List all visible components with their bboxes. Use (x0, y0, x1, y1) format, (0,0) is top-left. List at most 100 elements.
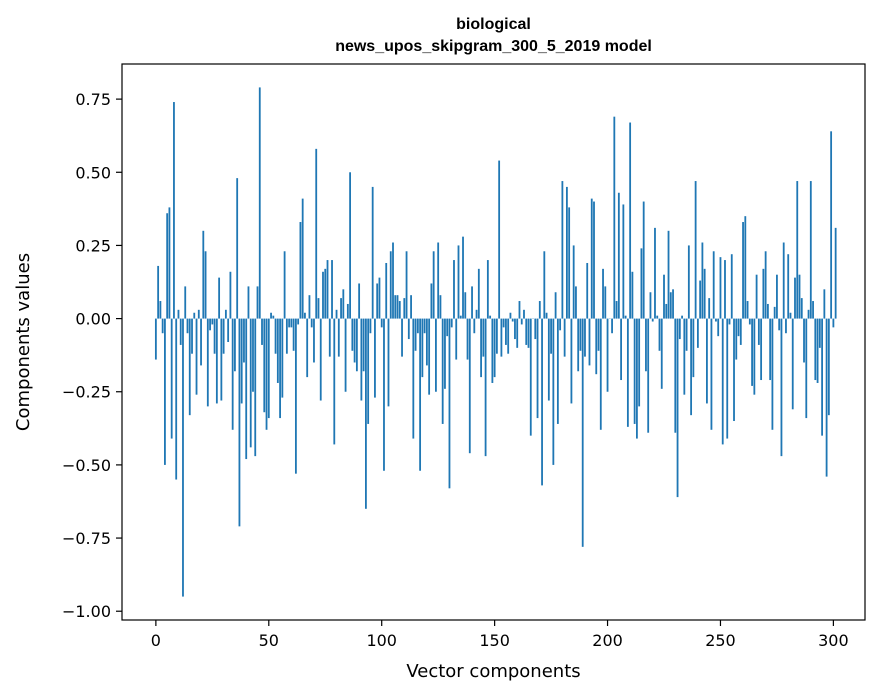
bar-280 (787, 254, 790, 319)
bar-1 (157, 265, 160, 319)
bar-43 (252, 318, 254, 392)
bar-196 (597, 318, 600, 351)
bar-139 (468, 318, 471, 454)
bar-290 (809, 181, 812, 319)
bar-212 (633, 318, 636, 424)
bar-138 (466, 318, 469, 360)
bar-182 (565, 186, 568, 319)
bar-300 (832, 318, 835, 328)
bar-8 (173, 102, 175, 319)
bar-50 (267, 318, 270, 419)
x-tick-label: 300 (818, 631, 849, 650)
bar-19 (197, 309, 200, 319)
bar-76 (326, 260, 329, 319)
bar-179 (559, 318, 562, 331)
bar-222 (656, 315, 659, 319)
bar-278 (782, 242, 785, 319)
bar-159 (514, 318, 516, 340)
bar-247 (712, 251, 715, 319)
bar-68 (308, 295, 311, 319)
bar-99 (378, 277, 381, 319)
x-tick-label: 50 (259, 631, 279, 650)
bar-238 (692, 318, 695, 378)
bar-96 (371, 186, 374, 319)
bar-92 (362, 318, 365, 372)
bar-88 (353, 318, 356, 363)
bar-9 (175, 318, 178, 480)
bar-231 (676, 318, 679, 498)
bar-204 (615, 301, 618, 319)
bar-193 (590, 198, 593, 319)
x-tick-label: 150 (479, 631, 510, 650)
bar-296 (823, 289, 826, 319)
bar-264 (751, 318, 753, 386)
bar-25 (211, 318, 214, 325)
bar-295 (821, 318, 823, 436)
bar-135 (459, 315, 462, 319)
bar-165 (527, 318, 530, 348)
bar-49 (265, 318, 268, 430)
bar-36 (236, 178, 239, 319)
bar-289 (807, 309, 810, 319)
bar-5 (166, 213, 169, 319)
bar-62 (294, 318, 297, 474)
bar-123 (432, 251, 435, 319)
bar-185 (572, 245, 575, 319)
bar-66 (304, 312, 306, 319)
bar-147 (486, 260, 489, 319)
bar-94 (367, 318, 370, 424)
bar-261 (744, 216, 747, 319)
bar-57 (283, 251, 286, 319)
bar-41 (247, 286, 250, 319)
bar-218 (647, 318, 650, 433)
bar-151 (495, 318, 498, 354)
bar-114 (412, 318, 415, 439)
bar-161 (518, 301, 521, 319)
bar-191 (586, 262, 589, 319)
bar-249 (717, 318, 720, 337)
bar-34 (231, 318, 234, 430)
bar-272 (769, 318, 772, 381)
bar-158 (511, 318, 514, 322)
bar-110 (403, 298, 406, 319)
bar-118 (421, 318, 424, 378)
bar-77 (328, 318, 331, 357)
bar-48 (263, 318, 266, 413)
bar-53 (274, 318, 277, 354)
bar-59 (288, 318, 291, 328)
bar-155 (505, 318, 507, 345)
bar-294 (818, 318, 821, 348)
bar-127 (441, 318, 444, 424)
bar-246 (710, 318, 713, 430)
bar-20 (200, 318, 202, 366)
bar-160 (516, 318, 519, 348)
bar-205 (617, 192, 620, 319)
x-tick-label: 0 (151, 631, 161, 650)
bar-256 (733, 318, 735, 422)
bar-207 (622, 204, 625, 319)
y-tick-label: −0.25 (62, 383, 111, 402)
bar-108 (398, 301, 401, 319)
bar-192 (588, 318, 591, 366)
bar-187 (577, 318, 580, 372)
bar-16 (191, 318, 193, 354)
bar-75 (324, 268, 327, 319)
bar-142 (475, 309, 478, 319)
bar-109 (401, 318, 403, 357)
bar-125 (437, 242, 440, 319)
y-tick-label: −1.00 (62, 602, 111, 621)
bar-51 (270, 312, 272, 319)
bar-197 (599, 318, 602, 430)
bar-81 (337, 318, 340, 357)
bar-60 (290, 318, 293, 328)
bar-209 (626, 318, 629, 427)
bar-10 (177, 309, 180, 319)
bar-283 (794, 277, 796, 319)
bar-26 (213, 318, 216, 354)
bar-239 (694, 181, 697, 319)
bar-152 (498, 160, 501, 319)
bar-15 (188, 318, 191, 416)
bar-7 (170, 318, 173, 439)
bar-17 (193, 312, 196, 319)
bar-35 (234, 318, 236, 372)
